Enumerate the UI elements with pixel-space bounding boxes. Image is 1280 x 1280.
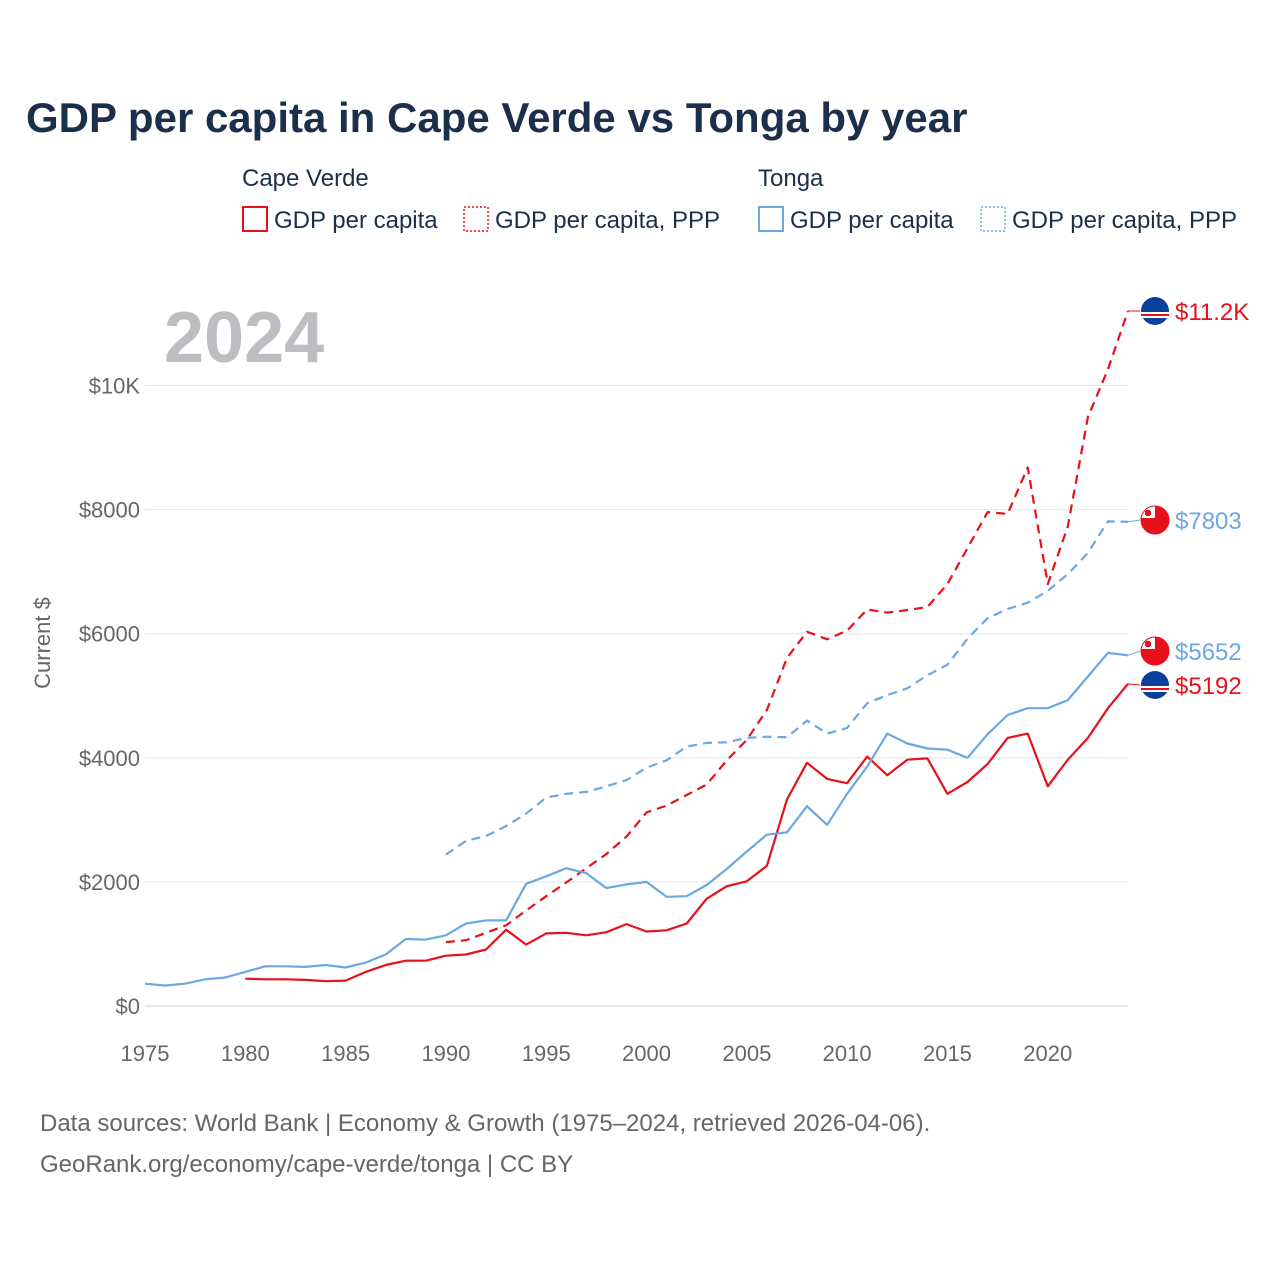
legend-item-label: GDP per capita xyxy=(274,207,438,234)
gridlines xyxy=(145,385,1128,1007)
y-tick-label: $10K xyxy=(89,374,141,399)
series-lines xyxy=(144,310,1130,987)
flag-rim xyxy=(1140,636,1170,666)
series-line xyxy=(445,520,1129,856)
legend-swatch xyxy=(242,206,268,232)
end-connector xyxy=(1127,683,1141,686)
flag-cross-horizontal xyxy=(1145,511,1151,515)
flag-stripe-white-2 xyxy=(1141,690,1169,692)
cape-verde-flag-icon xyxy=(1141,297,1169,325)
y-tick-label: $0 xyxy=(116,994,140,1019)
chart-title: GDP per capita in Cape Verde vs Tonga by… xyxy=(26,94,967,141)
flag-stripe-red xyxy=(1141,314,1169,316)
legend-item-label: GDP per capita, PPP xyxy=(495,207,720,234)
cape-verde-flag-icon xyxy=(1141,671,1169,699)
flag-rim xyxy=(1140,505,1170,535)
y-tick-label: $2000 xyxy=(79,870,140,895)
flag-disc xyxy=(1141,671,1169,699)
x-tick-label: 1975 xyxy=(121,1041,170,1066)
end-connector xyxy=(1127,519,1141,523)
end-markers: $5192 $11.2K $5652 $7803 xyxy=(1127,297,1249,700)
legend-item-label: GDP per capita, PPP xyxy=(1012,207,1237,234)
y-tick-label: $8000 xyxy=(79,498,140,523)
legend: Cape Verde GDP per capita GDP per capita, … xyxy=(242,165,1237,234)
flag-stripe-red xyxy=(1141,688,1169,690)
legend-group-label: Cape Verde xyxy=(242,165,369,192)
legend-swatch xyxy=(758,206,784,232)
y-tick-label: $4000 xyxy=(79,746,140,771)
legend-item-label: GDP per capita xyxy=(790,207,954,234)
x-tick-label: 2005 xyxy=(722,1041,771,1066)
series-line xyxy=(245,683,1129,983)
x-tick-label: 2010 xyxy=(823,1041,872,1066)
y-axis-label: Current $ xyxy=(30,597,55,689)
x-tick-label: 2015 xyxy=(923,1041,972,1066)
series-line xyxy=(445,310,1130,944)
flag-cross-horizontal xyxy=(1145,642,1151,646)
current-year-label: 2024 xyxy=(164,298,324,378)
legend-group-label: Tonga xyxy=(758,165,824,192)
end-value-label: $11.2K xyxy=(1175,299,1249,326)
end-value-label: $7803 xyxy=(1175,508,1242,535)
legend-swatch xyxy=(463,206,489,232)
end-value-label: $5652 xyxy=(1175,639,1242,666)
x-tick-label: 1995 xyxy=(522,1041,571,1066)
tonga-flag-icon xyxy=(1140,636,1170,666)
end-value-label: $5192 xyxy=(1175,673,1242,700)
end-connector xyxy=(1127,650,1141,656)
x-tick-label: 1990 xyxy=(421,1041,470,1066)
y-axis-ticks: $0 $2000 $4000 $6000 $8000 $10K xyxy=(79,374,141,1020)
footer-credit: GeoRank.org/economy/cape-verde/tonga | C… xyxy=(40,1151,573,1178)
x-tick-label: 2020 xyxy=(1023,1041,1072,1066)
x-tick-label: 1985 xyxy=(321,1041,370,1066)
flag-disc xyxy=(1141,297,1169,325)
flag-stripe-white xyxy=(1141,312,1169,315)
flag-stripe-white xyxy=(1141,686,1169,689)
x-axis-ticks: 1975 1980 1985 1990 1995 2000 2005 2010 2015 2020 xyxy=(121,1041,1073,1066)
series-line xyxy=(144,651,1129,987)
x-tick-label: 1980 xyxy=(221,1041,270,1066)
y-tick-label: $6000 xyxy=(79,622,140,647)
flag-stripe-white-2 xyxy=(1141,316,1169,318)
x-tick-label: 2000 xyxy=(622,1041,671,1066)
tonga-flag-icon xyxy=(1140,505,1170,535)
legend-swatch xyxy=(980,206,1006,232)
footer-sources: Data sources: World Bank | Economy & Gro… xyxy=(40,1110,930,1137)
